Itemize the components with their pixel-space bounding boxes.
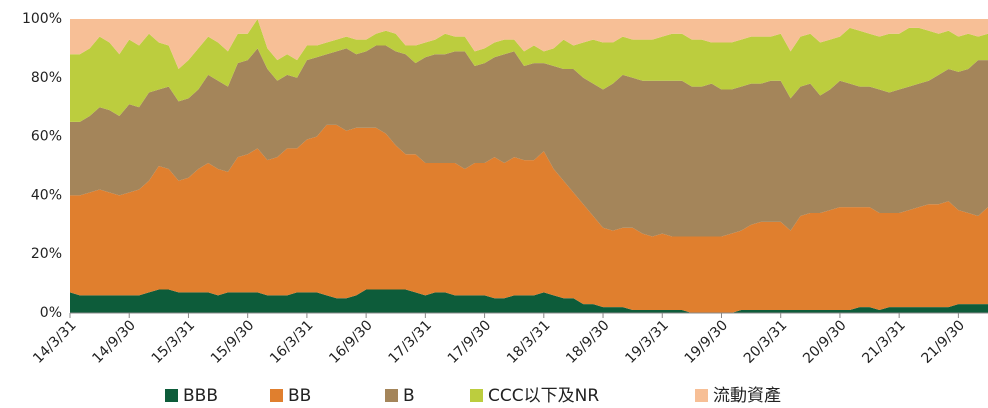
legend-label: BBB [183, 386, 218, 406]
x-tick-label: 18/3/31 [504, 317, 553, 366]
x-tick-label: 15/3/31 [149, 317, 198, 366]
area [70, 124, 988, 313]
x-tick-label: 15/9/30 [208, 317, 257, 366]
legend-label: 流動資產 [713, 386, 781, 406]
legend-item: 流動資產 [695, 386, 781, 406]
area [70, 289, 988, 313]
legend-label: BB [288, 386, 311, 406]
x-tick-label: 18/9/30 [563, 317, 612, 366]
x-tick-label: 17/3/31 [386, 317, 435, 366]
x-tick-label: 16/3/31 [267, 317, 316, 366]
x-tick-label: 19/3/31 [622, 317, 671, 366]
x-tick-label: 21/9/30 [919, 317, 968, 366]
y-tick-label: 0% [40, 305, 62, 321]
y-tick-label: 20% [31, 246, 62, 262]
legend-item: CCC以下及NR [470, 386, 599, 406]
legend-item: BB [270, 386, 311, 406]
area [70, 19, 988, 69]
x-tick-label: 21/3/31 [859, 317, 908, 366]
legend-swatch [470, 389, 483, 402]
x-tick-label: 20/3/31 [741, 317, 790, 366]
x-tick-label: 16/9/30 [326, 317, 375, 366]
legend-label: CCC以下及NR [488, 386, 599, 406]
legend-item: B [385, 386, 415, 406]
x-tick-label: 14/3/31 [30, 317, 79, 366]
legend-swatch [695, 389, 708, 402]
x-tick-label: 19/9/30 [682, 317, 731, 366]
y-tick-label: 40% [31, 187, 62, 203]
legend-swatch [270, 389, 283, 402]
legend-swatch [385, 389, 398, 402]
legend-item: BBB [165, 386, 218, 406]
legend-swatch [165, 389, 178, 402]
x-tick-label: 14/9/30 [89, 317, 138, 366]
y-tick-label: 60% [31, 129, 62, 145]
area [70, 19, 988, 122]
y-tick-label: 80% [31, 70, 62, 86]
y-tick-label: 100% [22, 11, 62, 27]
x-tick-label: 17/9/30 [445, 317, 494, 366]
x-tick-label: 20/9/30 [800, 317, 849, 366]
legend-label: B [403, 386, 415, 406]
area [70, 45, 988, 237]
